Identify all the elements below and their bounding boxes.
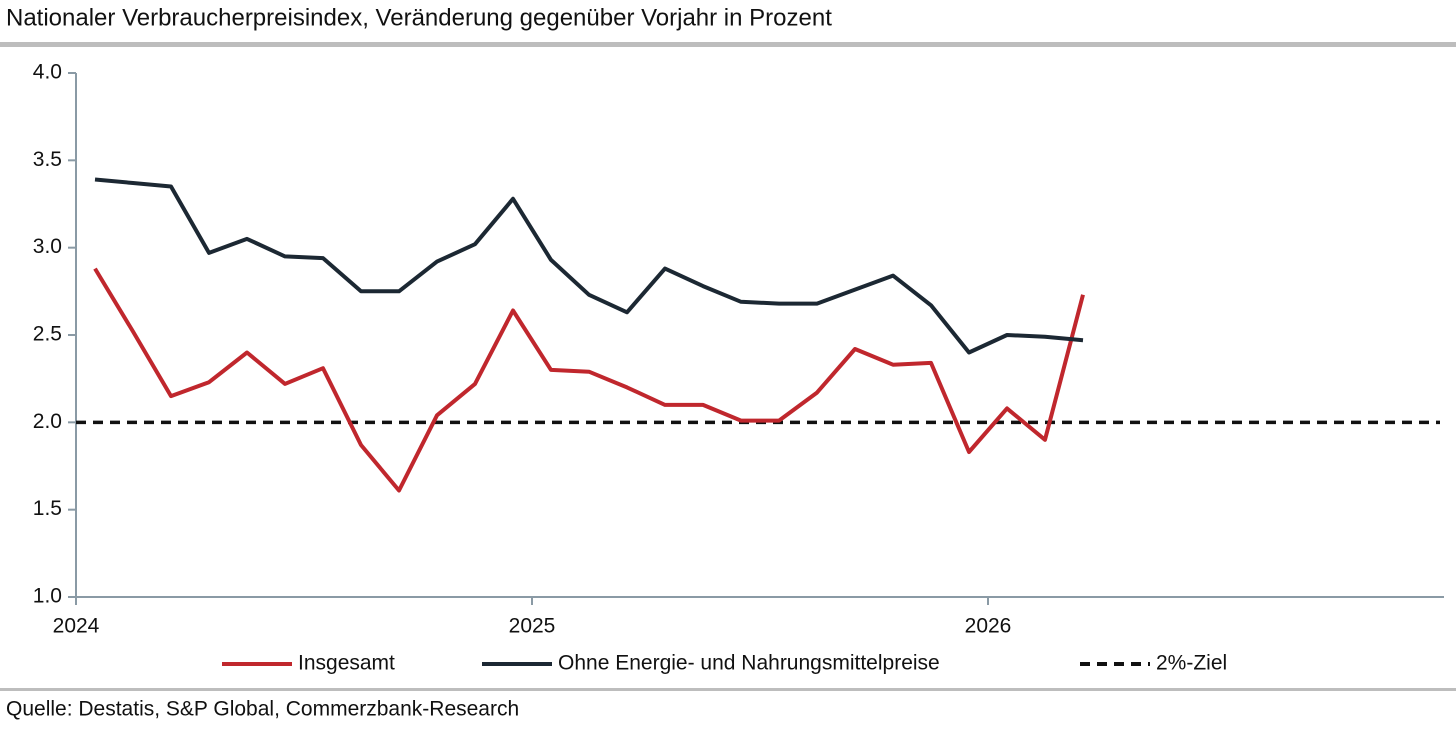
y-tick-label: 3.5 [33,148,62,171]
title-rule [0,42,1456,47]
y-tick-label: 1.5 [33,497,62,520]
x-tick-label: 2024 [53,615,100,638]
source: Quelle: Destatis, S&P Global, Commerzban… [6,698,519,721]
legend-label: 2%-Ziel [1156,652,1227,675]
chart-title: Nationaler Verbraucherpreisindex, Veränd… [6,4,832,31]
footer-rule [0,688,1456,691]
legend-label: Ohne Energie- und Nahrungsmittelpreise [558,652,940,675]
y-tick-label: 3.0 [33,235,62,258]
y-tick-label: 2.5 [33,323,62,346]
x-tick-label: 2025 [509,615,556,638]
y-tick-label: 1.0 [33,585,62,608]
legend-label: Insgesamt [298,652,395,675]
series-line [94,177,1084,355]
x-tick-label: 2026 [965,615,1012,638]
y-tick-label: 4.0 [33,61,62,84]
y-tick-label: 2.0 [33,410,62,433]
series-line [93,267,1085,493]
